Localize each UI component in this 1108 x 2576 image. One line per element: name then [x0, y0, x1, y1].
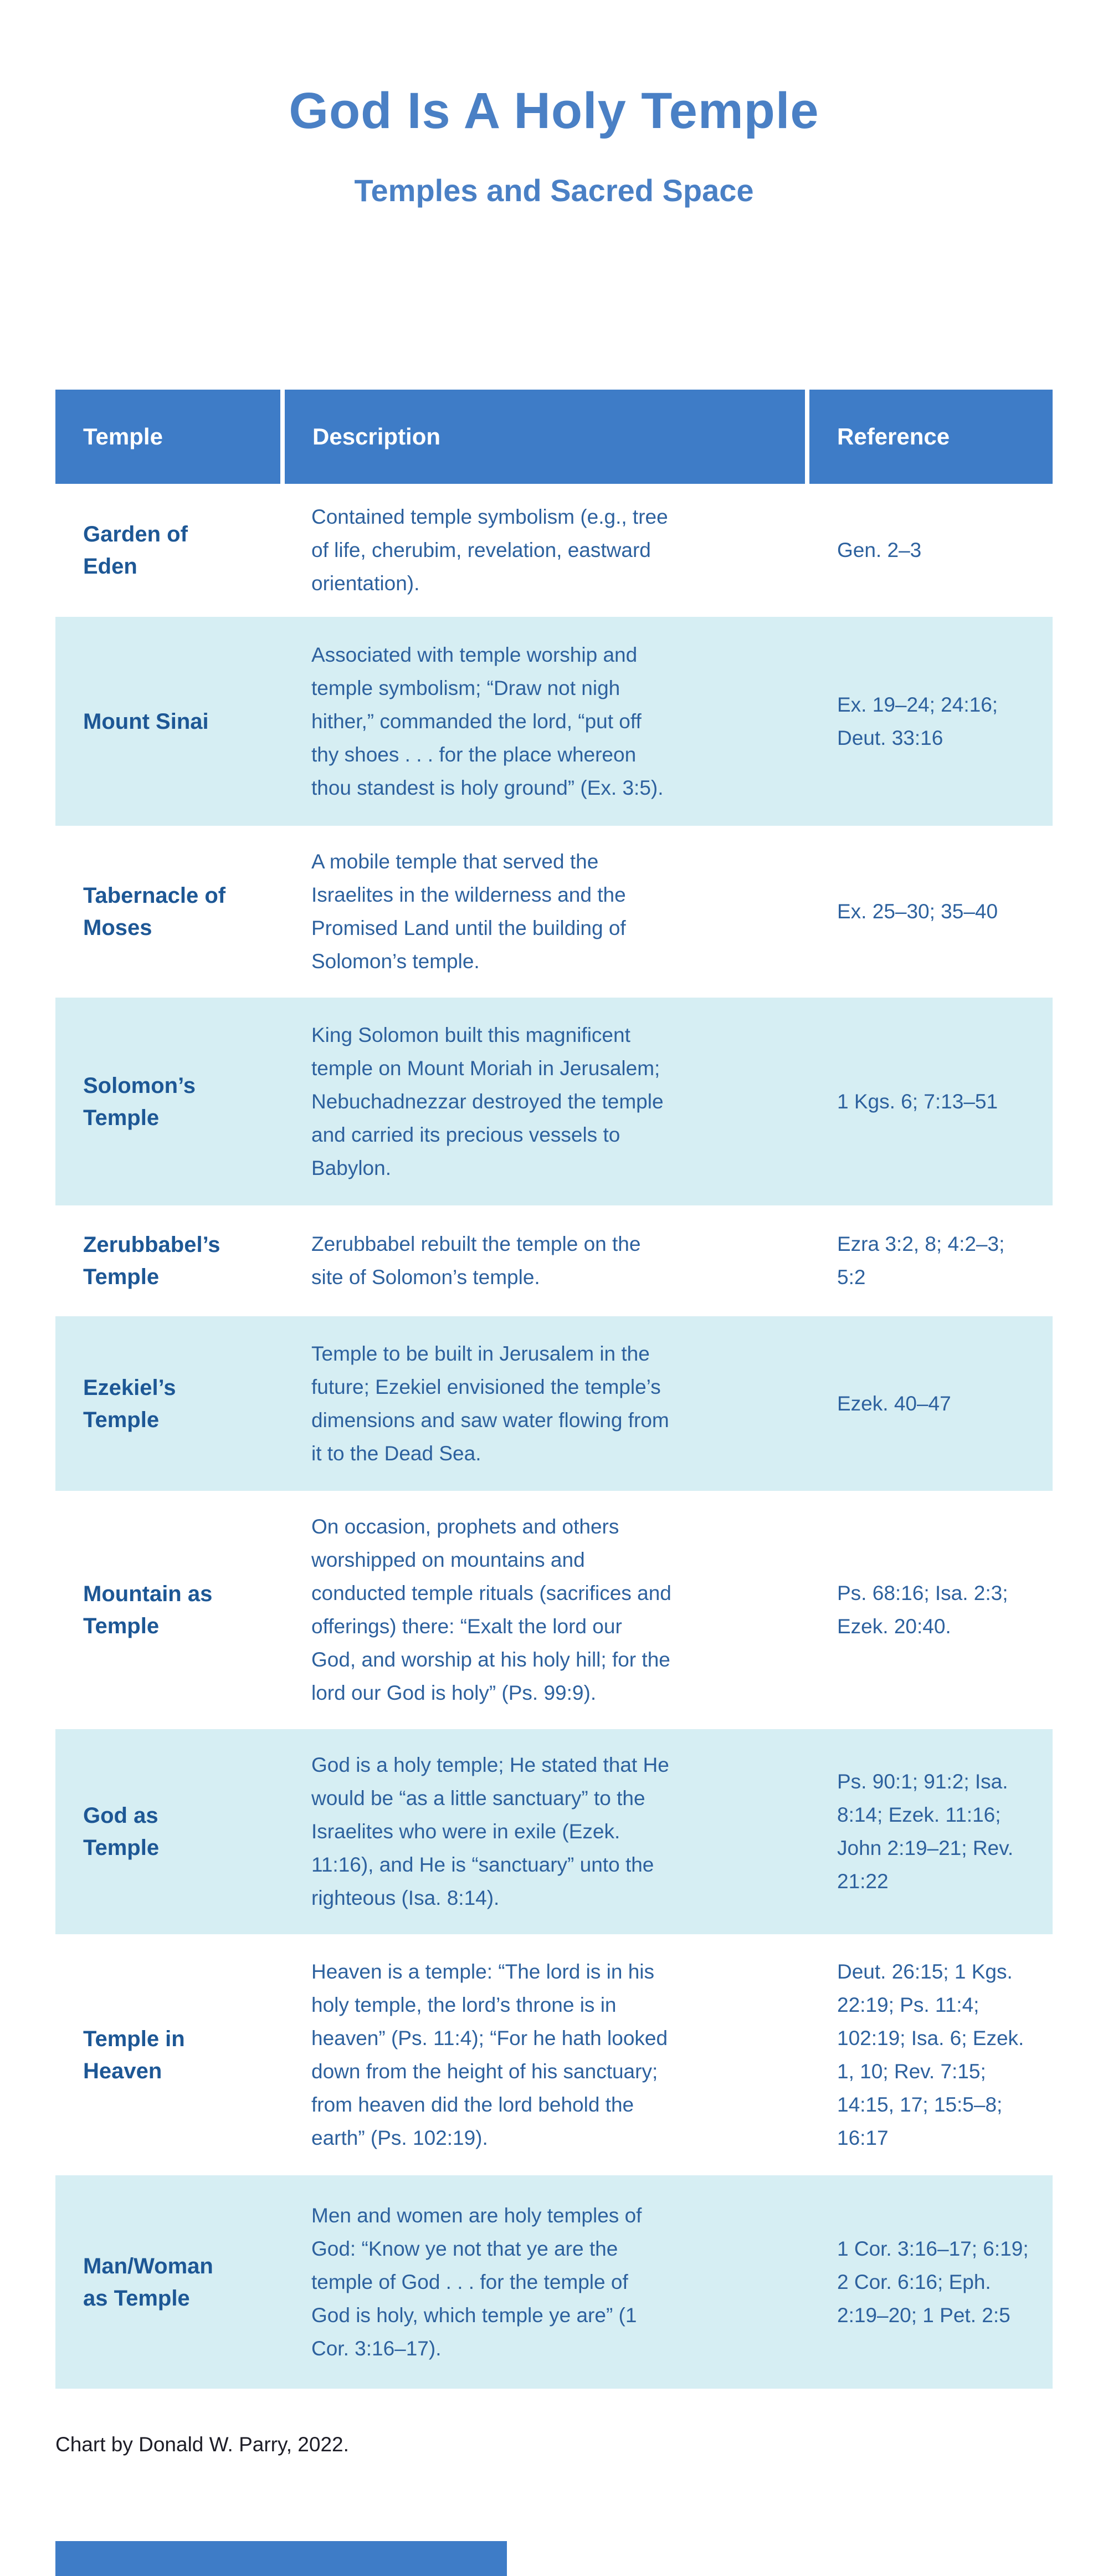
temple-name-cell: Zerubbabel’s Temple: [83, 1233, 220, 1289]
table-body: Garden of Eden Contained temple symbolis…: [55, 484, 1053, 2389]
table-row: Mountain as Temple On occasion, prophets…: [55, 1491, 1053, 1729]
temple-name-cell: Tabernacle of Moses: [83, 883, 226, 940]
description-cell: Men and women are holy temples of God: “…: [311, 2204, 642, 2360]
table-row: Temple in Heaven Heaven is a temple: “Th…: [55, 1934, 1053, 2175]
reference-cell: Ezra 3:2, 8; 4:2–3; 5:2: [837, 1233, 1005, 1289]
reference-cell: Ex. 25–30; 35–40: [837, 900, 998, 923]
partial-next-chart-header-bar: [55, 2541, 507, 2576]
description-cell: Zerubbabel rebuilt the temple on the sit…: [311, 1233, 641, 1289]
table-row: God as Temple God is a holy temple; He s…: [55, 1729, 1053, 1934]
description-cell: Associated with temple worship and templ…: [311, 643, 664, 799]
table-header-row: Temple Description Reference: [55, 390, 1053, 484]
reference-cell: Gen. 2–3: [837, 539, 922, 561]
description-cell: Temple to be built in Jerusalem in the f…: [311, 1342, 669, 1465]
description-cell: Contained temple symbolism (e.g., tree o…: [311, 505, 668, 595]
table-row: Garden of Eden Contained temple symbolis…: [55, 484, 1053, 617]
footer-credit: Chart by Donald W. Parry, 2022.: [55, 2433, 349, 2456]
temple-name-cell: God as Temple: [83, 1803, 160, 1860]
temple-name-cell: Solomon’s Temple: [83, 1073, 196, 1130]
description-cell: On occasion, prophets and others worship…: [311, 1515, 671, 1704]
column-header-reference: Reference: [837, 423, 950, 449]
reference-cell: Ps. 90:1; 91:2; Isa. 8:14; Ezek. 11:16; …: [837, 1770, 1014, 1893]
table-row: Zerubbabel’s Temple Zerubbabel rebuilt t…: [55, 1205, 1053, 1316]
description-cell: Heaven is a temple: “The lord is in his …: [311, 1960, 668, 2149]
page-subtitle: Temples and Sacred Space: [354, 173, 754, 208]
table-row: Solomon’s Temple King Solomon built this…: [55, 998, 1053, 1205]
temple-name-cell: Ezekiel’s Temple: [83, 1375, 176, 1432]
table-row: Tabernacle of Moses A mobile temple that…: [55, 826, 1053, 998]
temple-name-cell: Temple in Heaven: [83, 2026, 185, 2083]
temple-name-cell: Mount Sinai: [83, 709, 209, 734]
column-header-temple: Temple: [55, 390, 285, 484]
table-row: Man/Woman as Temple Men and women are ho…: [55, 2175, 1053, 2389]
temple-name-cell: Garden of Eden: [83, 522, 188, 579]
page-title: God Is A Holy Temple: [289, 83, 819, 139]
temple-name-cell: Mountain as Temple: [83, 1582, 213, 1638]
temple-name-cell: Man/Woman as Temple: [83, 2253, 213, 2311]
description-cell: King Solomon built this magnificent temp…: [311, 1023, 664, 1179]
reference-cell: Ex. 19–24; 24:16; Deut. 33:16: [837, 693, 998, 749]
table-row: Mount Sinai Associated with temple worsh…: [55, 617, 1053, 826]
temples-table: Temple Description Reference Garden of E…: [55, 390, 1053, 2389]
column-header-description: Description: [285, 390, 809, 484]
table-row: Ezekiel’s Temple Temple to be built in J…: [55, 1316, 1053, 1491]
reference-cell: Ps. 68:16; Isa. 2:3; Ezek. 20:40.: [837, 1582, 1008, 1638]
description-cell: God is a holy temple; He stated that He …: [311, 1754, 669, 1909]
reference-cell: 1 Cor. 3:16–17; 6:19; 2 Cor. 6:16; Eph. …: [837, 2237, 1029, 2327]
reference-cell: 1 Kgs. 6; 7:13–51: [837, 1090, 998, 1113]
reference-cell: Ezek. 40–47: [837, 1392, 951, 1415]
description-cell: A mobile temple that served the Israelit…: [311, 850, 626, 973]
reference-cell: Deut. 26:15; 1 Kgs. 22:19; Ps. 11:4; 102…: [837, 1960, 1024, 2149]
